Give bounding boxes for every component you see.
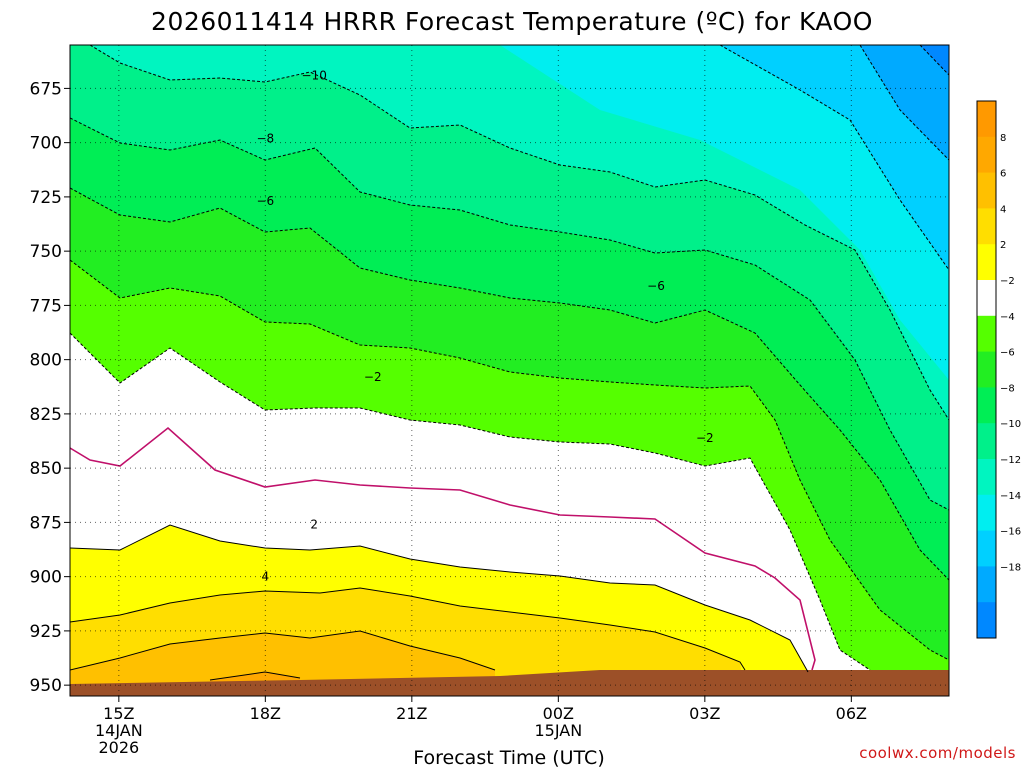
contour-minus-12 [719,45,949,271]
terrain-shading [70,670,949,696]
contour-label: −6 [256,194,274,208]
x-tick-label: 14JAN [95,721,143,740]
contour-minus-14 [859,45,949,161]
x-tick-label: 00Z [543,704,574,723]
colorbar-swatch [977,244,996,281]
y-axis: 675 700 725 750 775 800 825 850 875 900 925 950 [30,79,70,696]
y-tick-label: 875 [30,513,62,533]
colorbar-label: −14 [1000,491,1021,502]
contour-label: 4 [262,570,270,584]
colorbar-swatch [977,208,996,245]
contour-label: 2 [310,518,318,532]
contour-label: −10 [302,68,327,82]
y-tick-label: 725 [30,188,62,208]
y-tick-label: 750 [30,242,62,262]
colorbar-swatch [977,602,996,639]
contour-minus-8 [70,117,949,511]
y-tick-label: 700 [30,134,62,154]
contour-2 [70,524,809,673]
contour-8 [209,671,301,681]
colorbar-label: −10 [1000,419,1021,430]
grid-lines [70,45,949,696]
colorbar-label: 4 [1000,204,1006,215]
x-tick-label: 03Z [689,704,720,723]
contour-minus-4 [70,259,949,661]
y-tick-label: 800 [30,351,62,371]
contour-label: −2 [696,431,714,445]
chart-title: 2026011414 HRRR Forecast Temperature (ºC… [151,7,873,36]
colorbar-swatch [977,423,996,460]
x-tick-label: 06Z [836,704,867,723]
y-tick-label: 850 [30,459,62,479]
contour-label: −2 [364,370,382,384]
x-axis-label: Forecast Time (UTC) [413,747,604,768]
colorbar-swatch [977,566,996,603]
y-tick-label: 925 [30,622,62,642]
plot-frame [69,44,950,697]
x-tick-label: 15Z [103,704,134,723]
colorbar-label: −16 [1000,527,1021,538]
contour-labels: −10 −8 −6 −6 −2 −2 2 4 [256,68,713,583]
y-tick-label: 675 [30,79,62,99]
x-tick-label: 2026 [98,738,139,757]
colorbar-swatch [977,172,996,209]
colorbar-swatch [977,101,996,138]
contour-minus-6 [70,187,949,581]
colorbar-label: −12 [1000,455,1021,466]
contour-label: −6 [647,279,665,293]
y-tick-label: 825 [30,405,62,425]
colorbar-frame [976,100,997,639]
contour-zero-line [70,426,816,671]
contour-label: −8 [256,131,274,145]
colorbar-swatch [977,315,996,353]
colorbar-swatch [977,459,996,496]
y-tick-label: 900 [30,568,62,588]
colorbar: 8 6 4 2 −2 −4 −6 −8 −10 −12 −14 −16 −18 [976,100,1021,639]
x-tick-label: 21Z [396,704,427,723]
colorbar-label: 6 [1000,169,1006,180]
colorbar-label: −18 [1000,562,1021,573]
y-tick-label: 950 [30,676,62,696]
colorbar-label: −4 [1000,312,1015,323]
contour-minus-2 [70,332,871,671]
colorbar-swatch [977,387,996,424]
contour-4 [70,587,746,671]
colorbar-label: −6 [1000,348,1015,359]
colorbar-swatch [977,136,996,174]
credit-text: coolwx.com/models [859,744,1016,762]
y-tick-label: 775 [30,296,62,316]
colorbar-label: −8 [1000,383,1015,394]
colorbar-swatch [977,280,996,317]
colorbar-swatch [977,530,996,567]
contour-minus-16 [919,45,949,76]
colorbar-label: 2 [1000,240,1006,251]
contour-minus-10 [89,45,949,421]
x-tick-label: 18Z [250,704,281,723]
colorbar-label: −2 [1000,276,1015,287]
contour-6 [70,630,496,671]
colorbar-label: 8 [1000,133,1006,144]
colorbar-swatch [977,351,996,388]
x-tick-label: 15JAN [534,721,582,740]
colorbar-swatch [977,494,996,532]
